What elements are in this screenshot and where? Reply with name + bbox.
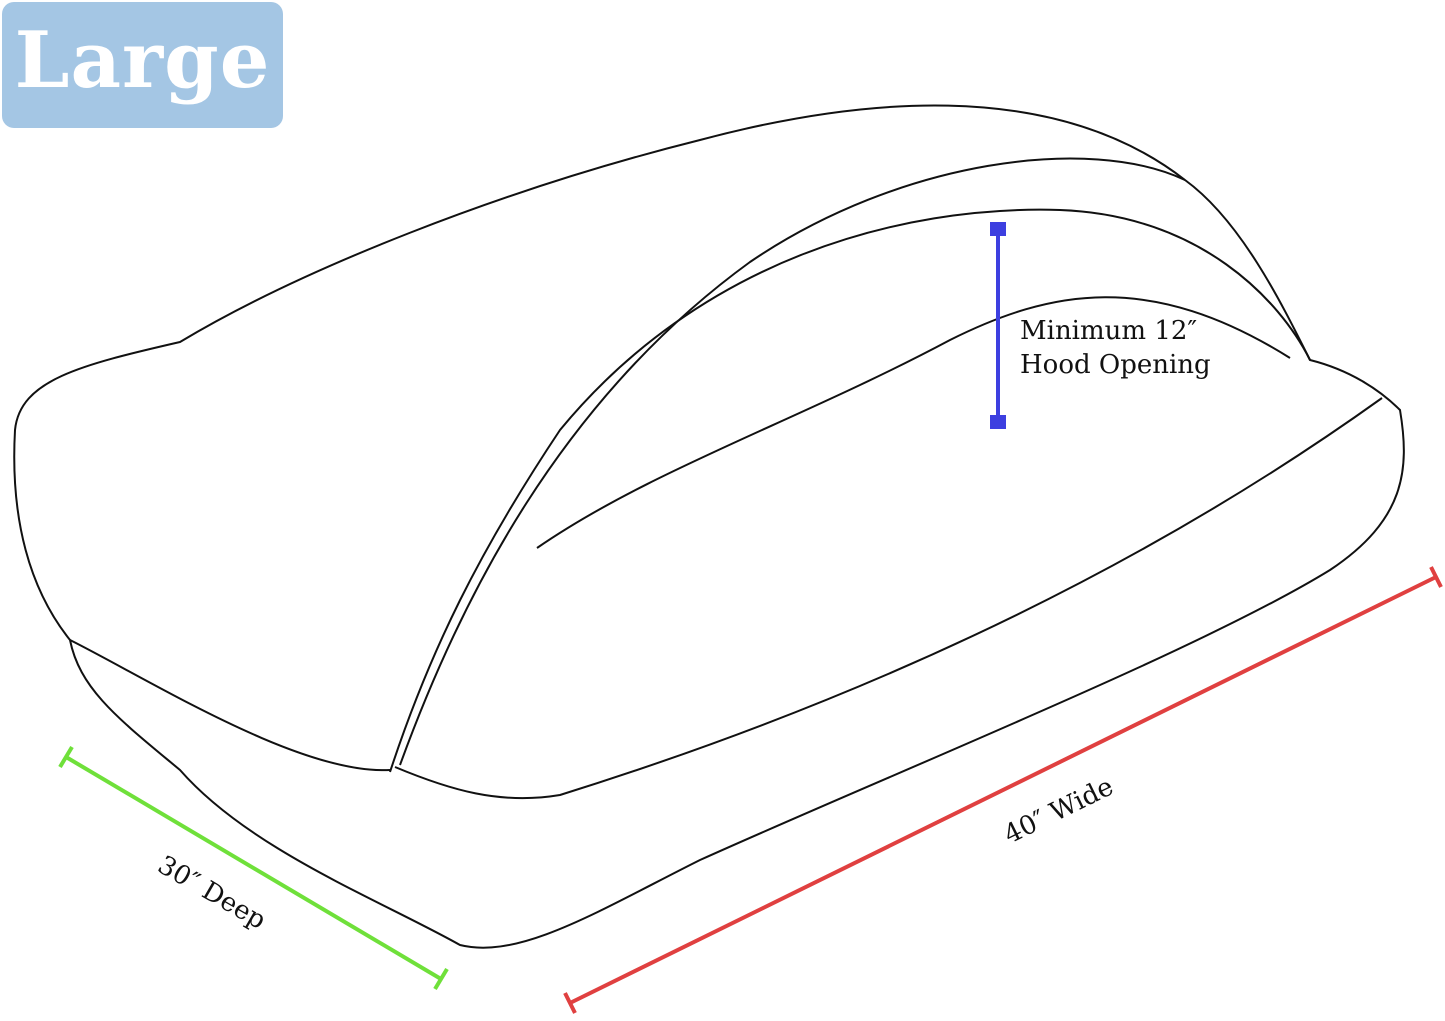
width-dimension bbox=[563, 566, 1443, 1014]
depth-dimension bbox=[58, 745, 449, 991]
bed-outline bbox=[13, 104, 1405, 949]
hood-front-edge bbox=[389, 208, 1311, 773]
bed-outer-outline bbox=[13, 104, 1405, 949]
size-badge-text: Large bbox=[14, 14, 271, 106]
hood-label-line1: Minimum 12″ bbox=[1020, 316, 1198, 346]
hood-dimension bbox=[990, 222, 1006, 429]
hood-outer-arc bbox=[399, 157, 1186, 766]
hood-label: Minimum 12″ Hood Opening bbox=[1020, 314, 1211, 382]
hood-opening-edge bbox=[536, 296, 1291, 549]
base-front-edge bbox=[394, 397, 1383, 800]
hood-label-line2: Hood Opening bbox=[1020, 350, 1211, 380]
cushion-front-edge bbox=[69, 639, 391, 772]
size-badge: Large bbox=[2, 2, 283, 128]
